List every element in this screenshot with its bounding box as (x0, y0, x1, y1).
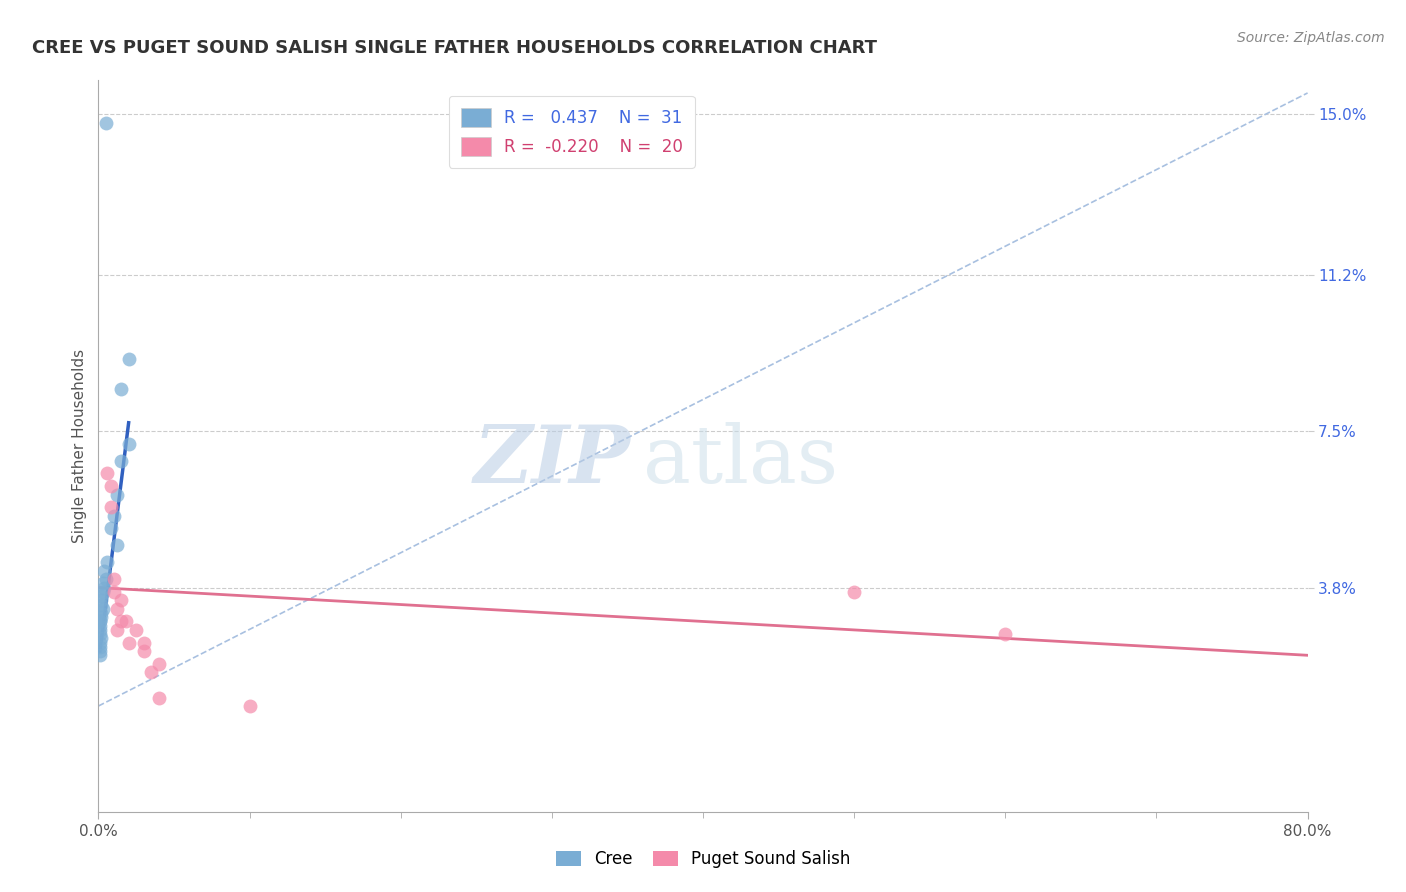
Point (90, 606, 112, 620)
Point (89, 644, 111, 658)
Text: Source: ZipAtlas.com: Source: ZipAtlas.com (1237, 31, 1385, 45)
Point (90, 589, 112, 603)
Point (132, 644, 155, 658)
Point (89, 648, 111, 663)
Point (89, 623, 111, 637)
Point (105, 538, 128, 552)
Point (90, 610, 112, 624)
Text: ZIP: ZIP (474, 422, 630, 500)
Point (93, 581, 115, 595)
Point (91, 576, 114, 591)
Legend: R =   0.437    N =  31, R =  -0.220    N =  20: R = 0.437 N = 31, R = -0.220 N = 20 (449, 96, 695, 168)
Point (844, 585, 866, 599)
Point (148, 657, 170, 671)
Point (100, 479, 122, 493)
Point (100, 500, 122, 515)
Point (105, 601, 128, 615)
Point (90, 598, 112, 612)
Point (118, 437, 141, 451)
Point (110, 382, 132, 396)
Point (96, 467, 118, 481)
Point (91, 585, 114, 599)
Point (100, 521, 122, 535)
Point (96, 555, 118, 569)
Legend: Cree, Puget Sound Salish: Cree, Puget Sound Salish (550, 844, 856, 875)
Point (94, 115, 117, 129)
Point (110, 615, 132, 629)
Point (132, 635, 155, 649)
Point (89, 615, 111, 629)
Point (125, 623, 148, 637)
Y-axis label: Single Father Households: Single Father Households (72, 349, 87, 543)
Point (118, 635, 141, 649)
Point (105, 623, 128, 637)
Point (91, 601, 114, 615)
Point (994, 627, 1017, 641)
Point (239, 699, 262, 714)
Point (103, 508, 125, 523)
Point (89, 640, 111, 654)
Point (94, 572, 117, 586)
Point (90, 632, 112, 646)
Text: CREE VS PUGET SOUND SALISH SINGLE FATHER HOUSEHOLDS CORRELATION CHART: CREE VS PUGET SOUND SALISH SINGLE FATHER… (32, 38, 877, 56)
Point (89, 627, 111, 641)
Point (103, 585, 125, 599)
Point (118, 352, 141, 367)
Point (105, 488, 128, 502)
Point (148, 690, 170, 705)
Point (90, 593, 112, 607)
Point (114, 615, 136, 629)
Point (103, 572, 125, 586)
Point (141, 665, 163, 680)
Point (110, 454, 132, 468)
Point (89, 618, 111, 632)
Point (89, 615, 111, 629)
Point (93, 564, 115, 578)
Point (110, 593, 132, 607)
Text: atlas: atlas (643, 422, 838, 500)
Point (89, 635, 111, 649)
